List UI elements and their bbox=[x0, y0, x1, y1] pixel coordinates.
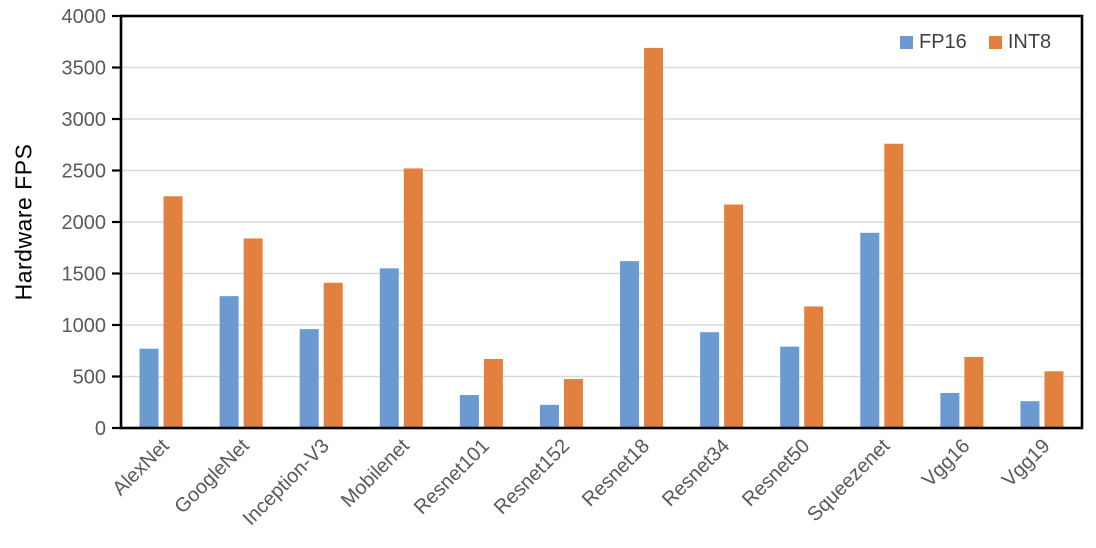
x-category-label: Vgg19 bbox=[998, 435, 1054, 491]
legend: FP16 INT8 bbox=[900, 31, 1051, 54]
bar-int8-vgg16 bbox=[964, 356, 984, 428]
x-category-label: Resnet101 bbox=[410, 435, 494, 519]
x-category-label: Resnet50 bbox=[738, 435, 814, 511]
x-category-label: Resnet152 bbox=[490, 435, 574, 519]
bar-fp16-resnet50 bbox=[780, 346, 800, 428]
legend-label-int8: INT8 bbox=[1007, 31, 1052, 53]
y-axis-title: Hardware FPS bbox=[10, 143, 37, 301]
y-tick-label: 3000 bbox=[62, 109, 107, 131]
bar-fp16-vgg16 bbox=[940, 392, 960, 428]
bar-fp16-alexnet bbox=[139, 348, 159, 428]
bar-int8-googlenet bbox=[243, 238, 263, 428]
bar-fp16-inception-v3 bbox=[299, 329, 319, 428]
bar-fp16-mobilenet bbox=[379, 268, 399, 428]
bar-int8-squeezenet bbox=[884, 143, 904, 428]
y-tick-label: 1000 bbox=[62, 315, 107, 337]
x-category-label: Squeezenet bbox=[803, 435, 894, 526]
bar-fp16-resnet34 bbox=[700, 332, 720, 428]
legend-label-fp16: FP16 bbox=[919, 31, 967, 53]
bar-fp16-resnet152 bbox=[539, 404, 559, 428]
y-tick-label: 1500 bbox=[62, 264, 107, 286]
bar-fp16-resnet18 bbox=[620, 261, 640, 428]
fp16-swatch-icon bbox=[900, 36, 913, 49]
x-category-label: GoogleNet bbox=[170, 435, 253, 518]
bar-fp16-googlenet bbox=[219, 296, 239, 428]
bar-int8-resnet50 bbox=[804, 306, 824, 428]
x-category-label: Resnet18 bbox=[578, 435, 654, 511]
x-category-label: AlexNet bbox=[109, 435, 174, 500]
legend-item-fp16: FP16 bbox=[900, 31, 967, 54]
int8-swatch-icon bbox=[988, 36, 1002, 49]
bar-fp16-resnet101 bbox=[459, 395, 479, 428]
bar-fp16-vgg19 bbox=[1020, 401, 1040, 428]
y-tick-label: 3500 bbox=[62, 58, 107, 80]
y-tick-label: 2500 bbox=[62, 161, 107, 183]
bar-int8-vgg19 bbox=[1044, 371, 1064, 428]
bar-fp16-squeezenet bbox=[860, 232, 880, 428]
bar-int8-resnet18 bbox=[644, 47, 664, 429]
x-category-label: Mobilenet bbox=[337, 435, 414, 512]
bar-int8-resnet34 bbox=[724, 204, 744, 428]
bar-int8-resnet152 bbox=[563, 379, 583, 428]
plot-border bbox=[119, 14, 1084, 430]
legend-item-int8: INT8 bbox=[988, 31, 1052, 54]
bar-int8-mobilenet bbox=[403, 168, 423, 428]
x-category-label: Inception-V3 bbox=[239, 435, 334, 530]
x-category-label: Vgg16 bbox=[918, 435, 974, 491]
bar-int8-alexnet bbox=[163, 196, 183, 428]
y-tick-label: 2000 bbox=[62, 212, 107, 234]
bar-int8-inception-v3 bbox=[323, 282, 343, 428]
y-tick-label: 4000 bbox=[62, 6, 107, 28]
bar-int8-resnet101 bbox=[483, 358, 503, 428]
y-tick-label: 500 bbox=[73, 367, 106, 389]
y-tick-label: 0 bbox=[95, 418, 106, 440]
x-category-label: Resnet34 bbox=[658, 435, 734, 511]
